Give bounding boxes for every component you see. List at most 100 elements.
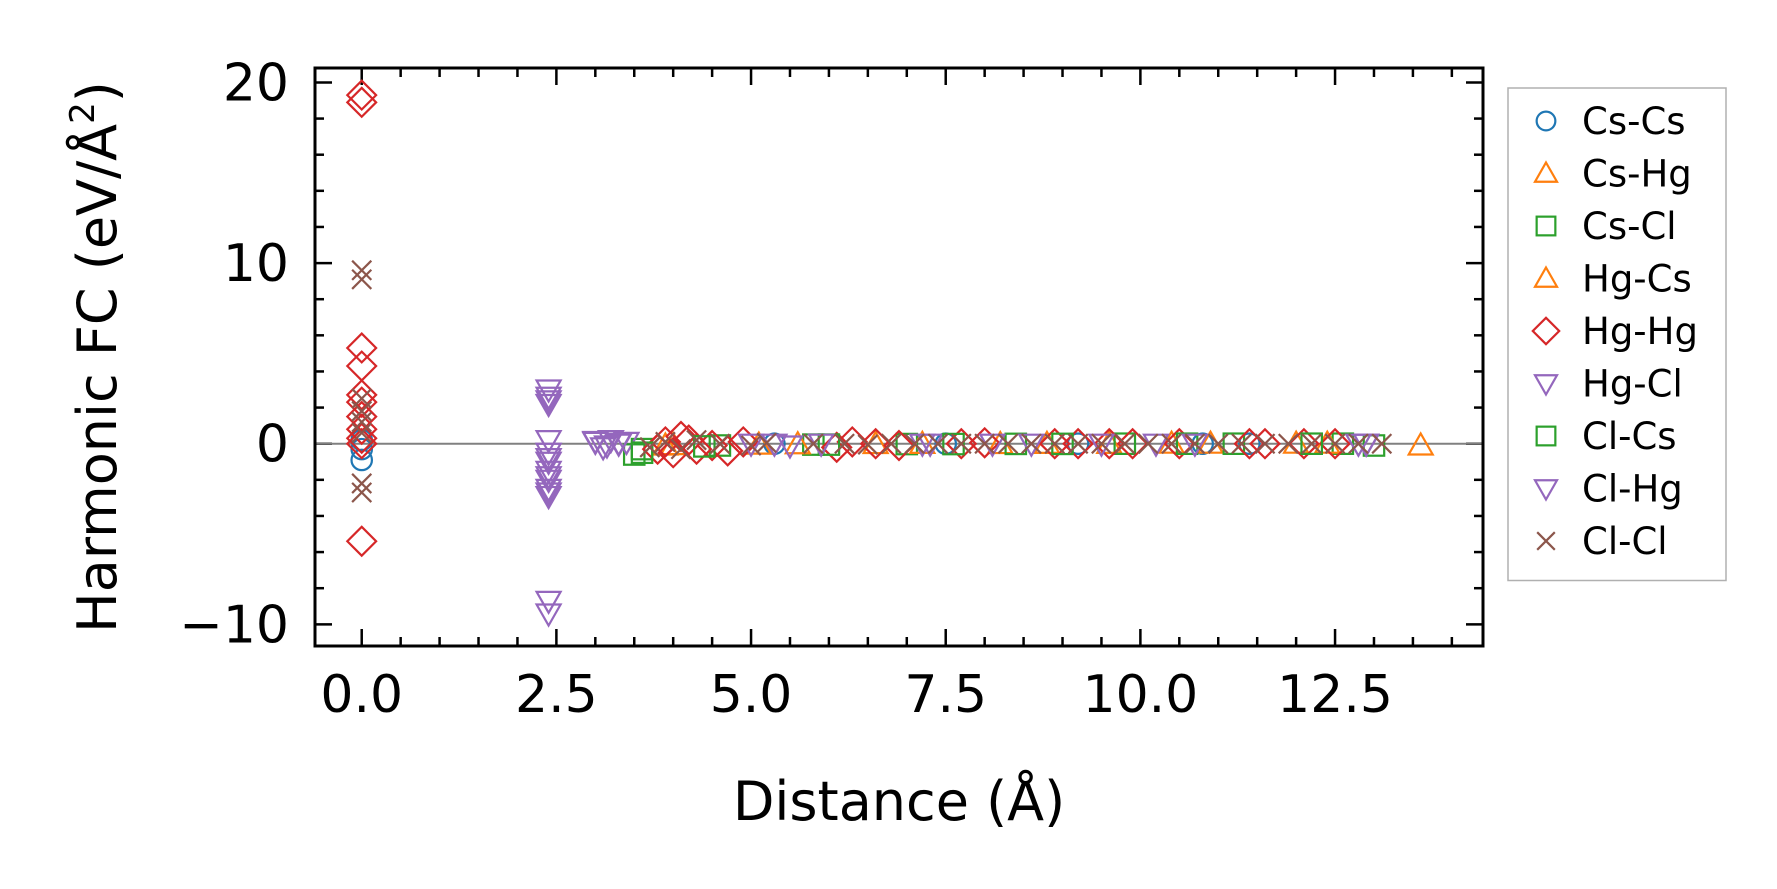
x-marker-stroke xyxy=(1184,433,1206,455)
legend-label: Cs-Cs xyxy=(1582,100,1686,143)
x-tick-labels: 0.0 2.5 5.0 7.5 10.0 12.5 xyxy=(320,665,1393,725)
data-point xyxy=(783,430,812,455)
data-point xyxy=(686,429,707,451)
legend-marker xyxy=(1535,110,1557,132)
data-point xyxy=(1044,433,1066,455)
data-point xyxy=(802,433,824,455)
data-point xyxy=(1207,433,1229,455)
x-marker-stroke xyxy=(1254,433,1276,455)
y-axis-title-close: ) xyxy=(66,81,129,102)
y-axis-title-base: Harmonic FC (eV/Å xyxy=(65,124,129,633)
data-point xyxy=(1331,432,1355,455)
x-tick-label: 5.0 xyxy=(710,665,793,725)
legend-marker xyxy=(1533,265,1559,288)
x-tick-label: 10.0 xyxy=(1082,665,1198,725)
y-tick-label: −10 xyxy=(179,595,289,655)
x-marker-stroke xyxy=(351,482,373,503)
data-point xyxy=(1300,432,1323,455)
axis-ticks xyxy=(315,68,1483,646)
legend-marker xyxy=(1533,160,1559,183)
data-point xyxy=(1231,433,1252,455)
data-point xyxy=(534,482,563,507)
data-point xyxy=(737,433,765,458)
data-point xyxy=(534,390,563,415)
data-point xyxy=(351,482,373,503)
data-point xyxy=(1254,433,1276,455)
x-marker-stroke xyxy=(351,268,373,290)
data-point xyxy=(345,525,378,558)
data-point xyxy=(649,425,682,458)
data-point xyxy=(534,466,563,491)
x-marker-stroke xyxy=(997,433,1019,455)
x-marker-stroke xyxy=(1348,433,1369,455)
data-point xyxy=(351,411,373,433)
x-marker-stroke xyxy=(950,433,972,455)
data-point xyxy=(345,332,378,364)
data-point xyxy=(670,438,692,460)
legend-label: Cl-Cl xyxy=(1582,520,1668,563)
data-point xyxy=(756,432,778,454)
x-marker-stroke xyxy=(1067,433,1089,455)
x-marker-stroke xyxy=(686,429,707,451)
data-point xyxy=(1175,432,1199,455)
series-hg-cl xyxy=(534,379,1381,628)
x-marker-stroke xyxy=(351,259,373,281)
x-tick-label: 2.5 xyxy=(515,665,598,725)
data-point xyxy=(345,86,378,119)
x-marker-stroke xyxy=(904,433,925,455)
data-point xyxy=(1062,427,1095,460)
legend-marker xyxy=(1533,374,1559,397)
data-point xyxy=(997,433,1019,455)
data-point xyxy=(604,432,633,458)
legend-label: Hg-Cs xyxy=(1582,258,1692,301)
data-point xyxy=(622,443,646,466)
data-point xyxy=(1020,433,1042,455)
x-marker-stroke xyxy=(1231,433,1252,455)
data-point xyxy=(1161,433,1182,455)
data-point xyxy=(1113,432,1137,455)
x-marker-stroke xyxy=(1091,433,1112,455)
x-marker-stroke xyxy=(1301,433,1323,455)
legend-marker xyxy=(1531,316,1561,346)
data-point xyxy=(534,460,563,486)
data-point xyxy=(351,473,373,494)
data-point xyxy=(345,422,378,455)
data-point xyxy=(693,435,716,458)
x-marker-stroke xyxy=(351,411,373,433)
x-marker-stroke xyxy=(1536,531,1556,551)
x-axis-title: Distance (Å) xyxy=(733,769,1065,833)
data-point xyxy=(1324,433,1346,455)
x-marker-stroke xyxy=(1277,433,1299,455)
data-point xyxy=(665,420,697,453)
legend-label: Hg-Hg xyxy=(1582,310,1698,353)
data-point xyxy=(1091,433,1112,455)
data-point xyxy=(351,422,373,444)
data-point xyxy=(1087,433,1116,458)
data-point xyxy=(351,259,373,281)
data-point xyxy=(974,433,996,455)
data-point xyxy=(927,433,949,455)
x-marker-stroke xyxy=(1161,433,1182,455)
x-marker-stroke xyxy=(639,436,661,458)
data-point xyxy=(345,79,378,112)
legend-label: Cl-Cs xyxy=(1582,415,1677,458)
data-point xyxy=(709,433,731,455)
data-point xyxy=(942,432,965,456)
legend-label: Hg-Cl xyxy=(1582,363,1683,406)
legend-marker xyxy=(1535,215,1557,237)
data-point xyxy=(727,425,760,458)
legend-marker xyxy=(1535,425,1557,447)
data-point xyxy=(708,434,732,457)
x-marker-stroke xyxy=(834,433,855,455)
legend: Cs-Cs Cs-Hg Cs-Cl Hg-Cs Hg-Hg Hg-Cl Cl-Cs Cl-Hg… xyxy=(1507,87,1727,582)
data-point xyxy=(1067,433,1089,455)
data-point xyxy=(534,429,563,455)
x-marker-stroke xyxy=(1044,433,1066,455)
data-point xyxy=(534,478,563,504)
x-marker-stroke xyxy=(670,438,692,460)
series-cl-cs xyxy=(630,432,1323,465)
data-point xyxy=(630,441,654,465)
x-marker-stroke xyxy=(709,433,731,455)
series-hg-hg xyxy=(345,79,1352,558)
data-point xyxy=(945,427,978,460)
